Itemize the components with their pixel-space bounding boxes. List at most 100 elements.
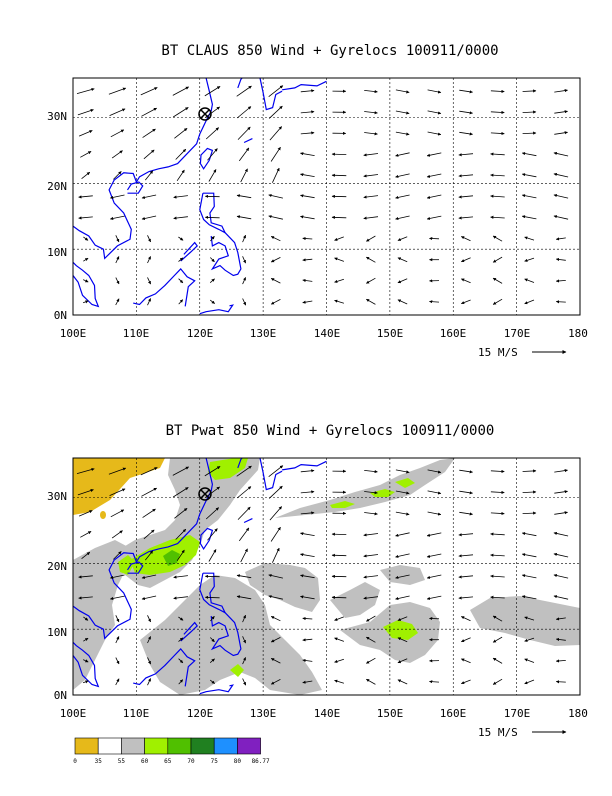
wind-vector — [141, 108, 156, 116]
wind-vector — [459, 90, 472, 92]
wind-vector — [429, 302, 439, 303]
wind-vector — [525, 279, 534, 283]
wind-vector — [206, 128, 219, 139]
wind-vector — [491, 492, 504, 493]
wind-vector — [173, 107, 188, 117]
wind-vector — [364, 133, 377, 135]
wind-vector — [300, 216, 314, 218]
wind-vector — [491, 513, 504, 514]
wind-vector — [335, 258, 344, 261]
wind-vector — [525, 659, 534, 663]
wind-vector — [396, 90, 409, 93]
wind-vector — [143, 509, 156, 518]
wind-vector — [396, 512, 409, 514]
wind-vector — [556, 302, 566, 303]
wind-vector — [332, 175, 346, 176]
y-tick-labels: 0N 10N 20N 30N — [47, 110, 67, 322]
wind-vector — [364, 534, 378, 536]
wind-vector — [491, 196, 505, 197]
wind-vector — [77, 89, 94, 94]
wind-vector — [398, 300, 407, 304]
wind-vector — [461, 680, 470, 684]
chart-title: BT CLAUS 850 Wind + Gyrelocs 100911/0000 — [161, 43, 498, 59]
wind-vector — [148, 235, 151, 242]
wind-vector — [110, 195, 124, 198]
wind-vector — [491, 91, 504, 92]
wind-vector — [491, 154, 505, 155]
wind-vector — [332, 597, 346, 598]
wind-vector — [554, 512, 567, 514]
wind-vector — [79, 131, 92, 137]
wind-vector — [366, 257, 375, 262]
wind-vector — [364, 90, 377, 92]
wind-vector — [141, 88, 158, 95]
wind-vector — [179, 279, 183, 283]
wind-vector — [270, 127, 282, 141]
wind-vector — [522, 533, 536, 536]
wind-vector — [459, 175, 473, 176]
coastline — [244, 519, 252, 523]
wind-vector — [210, 300, 215, 304]
wind-vector — [83, 280, 88, 282]
wind-vector — [493, 236, 502, 241]
x-tick: 120E — [187, 707, 214, 720]
colorbar-swatch — [191, 738, 214, 754]
wind-vector — [459, 217, 473, 218]
y-tick: 0N — [54, 309, 67, 322]
wind-vector — [174, 576, 188, 578]
wind-vector — [301, 133, 314, 134]
y-tick: 10N — [47, 626, 67, 639]
wind-vector — [556, 660, 566, 661]
x-tick: 180 — [568, 327, 588, 340]
wind-vector — [116, 278, 119, 284]
wind-vector — [459, 512, 472, 514]
wind-vector — [303, 238, 313, 239]
wind-vector — [366, 679, 375, 684]
wind-vector — [243, 299, 246, 306]
wind-vector — [554, 554, 568, 557]
wind-vector — [238, 127, 250, 140]
wind-vector — [525, 300, 534, 304]
wind-vector — [428, 111, 441, 114]
wind-vector — [554, 470, 567, 472]
wind-vector — [300, 195, 314, 197]
wind-vector — [210, 279, 214, 283]
coastline — [282, 81, 326, 90]
wind-vector — [429, 682, 439, 683]
wind-vector — [428, 512, 441, 515]
wind-vector — [493, 658, 502, 663]
wind-vector — [396, 470, 409, 473]
wind-vector — [332, 217, 346, 218]
wind-vector — [364, 112, 377, 114]
x-tick: 120E — [187, 327, 214, 340]
wind-vector — [364, 154, 378, 156]
wind-vector — [179, 300, 183, 305]
wind-vector — [237, 107, 251, 119]
wind-vector — [271, 257, 280, 262]
wind-vector — [116, 636, 119, 643]
wind-vector — [142, 195, 156, 198]
wind-vector — [461, 300, 470, 304]
wind-vector — [243, 235, 246, 242]
x-tick: 150E — [377, 707, 404, 720]
wind-vector — [398, 237, 407, 241]
wind-vector — [556, 682, 566, 683]
colorbar-swatch — [75, 738, 98, 754]
wind-vector — [303, 639, 313, 640]
wind-vector — [364, 576, 378, 578]
wind-vector — [335, 617, 344, 621]
y-tick: 30N — [47, 490, 67, 503]
wind-vector — [364, 175, 378, 177]
wind-vector — [525, 258, 534, 261]
wind-vector — [83, 301, 88, 303]
wind-vectors — [77, 86, 568, 306]
wind-vector — [396, 174, 410, 177]
wind-vector — [396, 153, 410, 156]
x-tick: 130E — [250, 707, 277, 720]
y-tick: 20N — [47, 180, 67, 193]
wind-vector — [300, 174, 314, 176]
wind-vector — [112, 151, 123, 159]
wind-vector — [148, 277, 151, 284]
wind-vector — [523, 91, 536, 92]
wind-vector — [142, 216, 156, 219]
